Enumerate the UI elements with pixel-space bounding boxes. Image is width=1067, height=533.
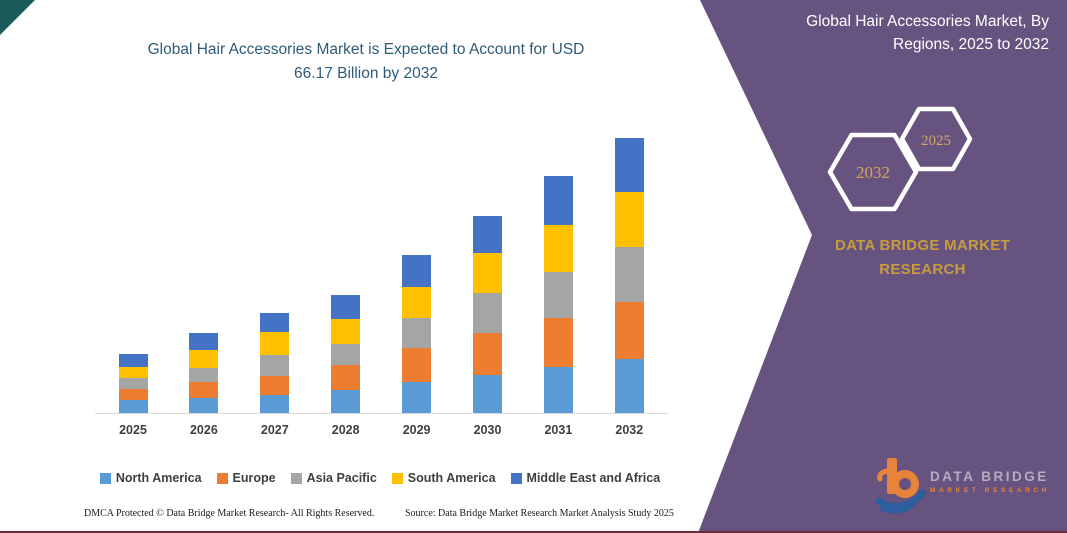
legend-label: Asia Pacific	[306, 471, 377, 485]
segment-2028-south-america	[331, 318, 361, 345]
x-axis-label-2030: 2030	[473, 423, 502, 437]
x-axis-line	[95, 413, 668, 414]
bar-2026	[189, 333, 219, 413]
segment-2032-europe	[614, 301, 644, 359]
chart-legend: North America Europe Asia Pacific South Ame…	[80, 471, 680, 485]
bar-2029	[402, 254, 432, 413]
legend-item-europe: Europe	[216, 471, 276, 485]
x-axis-label-2025: 2025	[119, 423, 147, 437]
segment-2028-asia-pacific	[331, 344, 361, 365]
dmca-text: DMCA Protected © Data Bridge Market Rese…	[84, 508, 375, 519]
bar-2032	[614, 138, 644, 413]
sidebar-heading-line1: Global Hair Accessories Market, By	[806, 13, 1049, 30]
segment-2030-asia-pacific	[473, 293, 502, 333]
bar-2025	[118, 353, 148, 413]
dbmr-logo-icon	[876, 458, 926, 513]
segment-2027-middle-east-and-africa	[260, 313, 290, 332]
segment-2029-asia-pacific	[402, 318, 432, 348]
bar-2027	[260, 313, 290, 413]
dbmr-logo: DATA BRIDGE MARKET RESEARCH	[876, 455, 1056, 517]
stacked-bar-chart	[90, 120, 670, 413]
legend-label: Europe	[232, 471, 276, 485]
brand-name: DATA BRIDGE MARKET RESEARCH	[834, 237, 1011, 278]
segment-2028-europe	[331, 364, 361, 390]
legend-item-south-america: South America	[391, 471, 496, 485]
x-axis-label-2026: 2026	[189, 423, 218, 437]
chart-title-line2: 66.17 Billion by 2032	[294, 65, 438, 82]
sidebar-heading-line2: Regions, 2025 to 2032	[893, 36, 1049, 53]
segment-2025-europe	[118, 388, 148, 401]
segment-2029-south-america	[402, 287, 432, 319]
legend-swatch	[99, 472, 111, 484]
legend-item-asia-pacific: Asia Pacific	[290, 471, 377, 485]
legend-item-middle-east-and-africa: Middle East and Africa	[510, 471, 661, 485]
segment-2029-europe	[402, 347, 432, 383]
segment-2026-asia-pacific	[189, 368, 219, 382]
segment-2027-south-america	[260, 331, 290, 355]
segment-2026-europe	[189, 381, 219, 399]
chart-title-line1: Global Hair Accessories Market is Expect…	[147, 41, 585, 58]
sidebar-heading: Global Hair Accessories Market, By Regio…	[749, 10, 1049, 56]
segment-2030-europe	[473, 332, 502, 375]
segment-2030-north-america	[473, 374, 502, 413]
x-axis-label-2032: 2032	[615, 423, 644, 437]
hexagon-2025	[899, 106, 973, 172]
legend-swatch	[216, 472, 228, 484]
segment-2029-north-america	[402, 382, 432, 413]
x-axis-label-2031: 2031	[544, 423, 573, 437]
segment-2027-asia-pacific	[260, 354, 290, 376]
segment-2031-middle-east-and-africa	[543, 176, 573, 225]
legend-swatch	[510, 472, 522, 484]
segment-2025-north-america	[118, 400, 148, 413]
x-axis-label-2028: 2028	[331, 423, 360, 437]
x-axis-label-2027: 2027	[260, 423, 289, 437]
bottom-divider-line	[0, 531, 1067, 533]
hexagon-2032-label: 2032	[856, 163, 890, 182]
bar-2028	[331, 294, 361, 413]
segment-2032-asia-pacific	[614, 246, 644, 302]
bar-2030	[473, 216, 502, 413]
segment-2025-middle-east-and-africa	[118, 353, 148, 367]
legend-label: Middle East and Africa	[526, 471, 661, 485]
segment-2026-south-america	[189, 349, 219, 369]
bar-2031	[543, 176, 573, 413]
logo-tagline: MARKET RESEARCH	[930, 487, 1051, 494]
segment-2030-middle-east-and-africa	[473, 216, 502, 254]
chart-title: Global Hair Accessories Market is Expect…	[96, 38, 636, 86]
legend-swatch	[391, 472, 403, 484]
x-axis-labels: 2025 2026 2027 2028 2029 2030 2031 2032	[90, 423, 670, 441]
legend-label: North America	[115, 471, 202, 485]
x-axis-label-2029: 2029	[402, 423, 431, 437]
segment-2029-middle-east-and-africa	[402, 254, 432, 288]
segment-2032-south-america	[614, 191, 644, 247]
hexagon-2032	[827, 132, 919, 212]
segment-2032-middle-east-and-africa	[614, 138, 644, 192]
segment-2026-middle-east-and-africa	[189, 333, 219, 350]
sidebar-panel: Global Hair Accessories Market, By Regio…	[698, 0, 1067, 533]
segment-2032-north-america	[614, 358, 644, 413]
segment-2027-europe	[260, 375, 290, 395]
hexagon-2025-label: 2025	[921, 133, 951, 149]
segment-2027-north-america	[260, 394, 290, 413]
segment-2028-middle-east-and-africa	[331, 294, 361, 319]
segment-2031-asia-pacific	[543, 272, 573, 319]
segment-2025-south-america	[118, 366, 148, 378]
segment-2031-north-america	[543, 366, 573, 413]
segment-2025-asia-pacific	[118, 377, 148, 389]
legend-label: South America	[407, 471, 496, 485]
legend-item-north-america: North America	[99, 471, 202, 485]
segment-2031-europe	[543, 318, 573, 367]
segment-2028-north-america	[331, 389, 361, 413]
logo-wordmark: DATA BRIDGE	[930, 469, 1049, 484]
segment-2031-south-america	[543, 224, 573, 273]
segment-2026-north-america	[189, 398, 219, 413]
legend-swatch	[290, 472, 302, 484]
corner-accent-triangle	[0, 0, 35, 35]
source-text: Source: Data Bridge Market Research Mark…	[405, 508, 674, 519]
segment-2030-south-america	[473, 253, 502, 294]
year-hexagons: 2032 2025	[827, 106, 973, 212]
